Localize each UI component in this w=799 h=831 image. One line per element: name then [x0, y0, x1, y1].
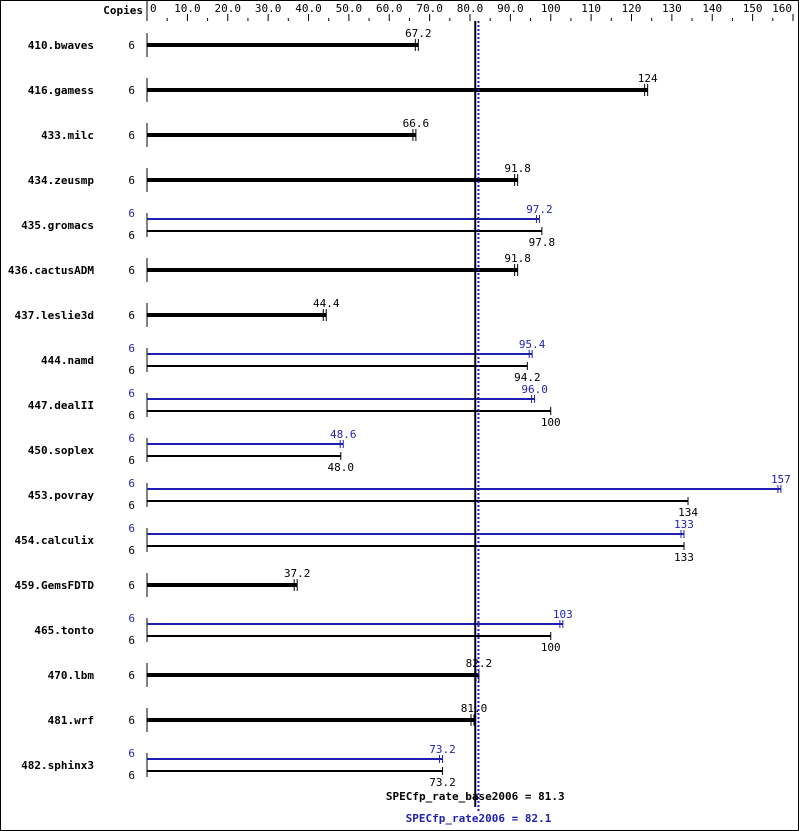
benchmark-name: 459.GemsFDTD: [15, 579, 95, 592]
peak-copies: 6: [128, 387, 135, 400]
tick-label: 160: [772, 2, 792, 15]
peak-copies: 6: [128, 342, 135, 355]
peak-value-label: 97.2: [526, 203, 553, 216]
base-value-label: 81.0: [461, 702, 488, 715]
base-value-label: 73.2: [429, 776, 456, 789]
benchmark-name: 444.namd: [41, 354, 94, 367]
tick-label: 90.0: [497, 2, 524, 15]
benchmark-name: 433.milc: [41, 129, 94, 142]
base-copies: 6: [128, 544, 135, 557]
base-value-label: 37.2: [284, 567, 311, 580]
peak-value-label: 96.0: [521, 383, 548, 396]
tick-label: 80.0: [457, 2, 484, 15]
tick-label: 20.0: [215, 2, 242, 15]
benchmark-name: 410.bwaves: [28, 39, 94, 52]
tick-label: 100: [541, 2, 561, 15]
benchmark-name: 482.sphinx3: [21, 759, 94, 772]
benchmark-name: 454.calculix: [15, 534, 95, 547]
base-copies: 6: [128, 264, 135, 277]
peak-value-label: 103: [553, 608, 573, 621]
tick-label: 30.0: [255, 2, 282, 15]
base-value-label: 48.0: [328, 461, 355, 474]
benchmark-name: 450.soplex: [28, 444, 95, 457]
base-value-label: 66.6: [403, 117, 430, 130]
base-mean-label: SPECfp_rate_base2006 = 81.3: [386, 790, 565, 803]
benchmark-name: 470.lbm: [48, 669, 95, 682]
base-copies: 6: [128, 634, 135, 647]
base-value-label: 91.8: [504, 252, 531, 265]
base-value-label: 134: [678, 506, 698, 519]
peak-copies: 6: [128, 612, 135, 625]
copies-header: Copies: [103, 4, 143, 17]
base-copies: 6: [128, 499, 135, 512]
base-value-label: 82.2: [466, 657, 493, 670]
tick-label: 10.0: [174, 2, 201, 15]
peak-value-label: 95.4: [519, 338, 546, 351]
base-copies: 6: [128, 39, 135, 52]
tick-label: 50.0: [336, 2, 363, 15]
base-copies: 6: [128, 174, 135, 187]
peak-value-label: 73.2: [429, 743, 456, 756]
peak-copies: 6: [128, 432, 135, 445]
tick-label: 110: [581, 2, 601, 15]
tick-label: 120: [622, 2, 642, 15]
base-copies: 6: [128, 579, 135, 592]
base-value-label: 133: [674, 551, 694, 564]
base-value-label: 100: [541, 416, 561, 429]
base-value-label: 91.8: [504, 162, 531, 175]
base-value-label: 67.2: [405, 27, 432, 40]
peak-copies: 6: [128, 207, 135, 220]
benchmark-name: 436.cactusADM: [8, 264, 94, 277]
base-copies: 6: [128, 84, 135, 97]
base-copies: 6: [128, 229, 135, 242]
peak-value-label: 133: [674, 518, 694, 531]
base-copies: 6: [128, 309, 135, 322]
tick-label: 150: [743, 2, 763, 15]
base-copies: 6: [128, 669, 135, 682]
benchmark-name: 434.zeusmp: [28, 174, 95, 187]
peak-copies: 6: [128, 747, 135, 760]
peak-value-label: 48.6: [330, 428, 357, 441]
tick-label: 140: [702, 2, 722, 15]
base-value-label: 124: [638, 72, 658, 85]
base-copies: 6: [128, 364, 135, 377]
peak-copies: 6: [128, 522, 135, 535]
peak-value-label: 157: [771, 473, 791, 486]
benchmark-name: 465.tonto: [34, 624, 94, 637]
peak-mean-label: SPECfp_rate2006 = 82.1: [406, 812, 552, 825]
base-copies: 6: [128, 129, 135, 142]
benchmark-name: 437.leslie3d: [15, 309, 94, 322]
base-copies: 6: [128, 454, 135, 467]
tick-label: 40.0: [295, 2, 322, 15]
base-copies: 6: [128, 714, 135, 727]
tick-label: 0: [150, 2, 157, 15]
benchmark-name: 416.gamess: [28, 84, 94, 97]
base-copies: 6: [128, 769, 135, 782]
benchmark-name: 453.povray: [28, 489, 95, 502]
peak-copies: 6: [128, 477, 135, 490]
tick-label: 60.0: [376, 2, 403, 15]
benchmark-name: 435.gromacs: [21, 219, 94, 232]
base-value-label: 44.4: [313, 297, 340, 310]
base-value-label: 94.2: [514, 371, 541, 384]
tick-label: 130: [662, 2, 682, 15]
base-value-label: 97.8: [529, 236, 556, 249]
benchmark-name: 481.wrf: [48, 714, 94, 727]
tick-label: 70.0: [416, 2, 443, 15]
base-value-label: 100: [541, 641, 561, 654]
benchmark-name: 447.dealII: [28, 399, 94, 412]
base-copies: 6: [128, 409, 135, 422]
